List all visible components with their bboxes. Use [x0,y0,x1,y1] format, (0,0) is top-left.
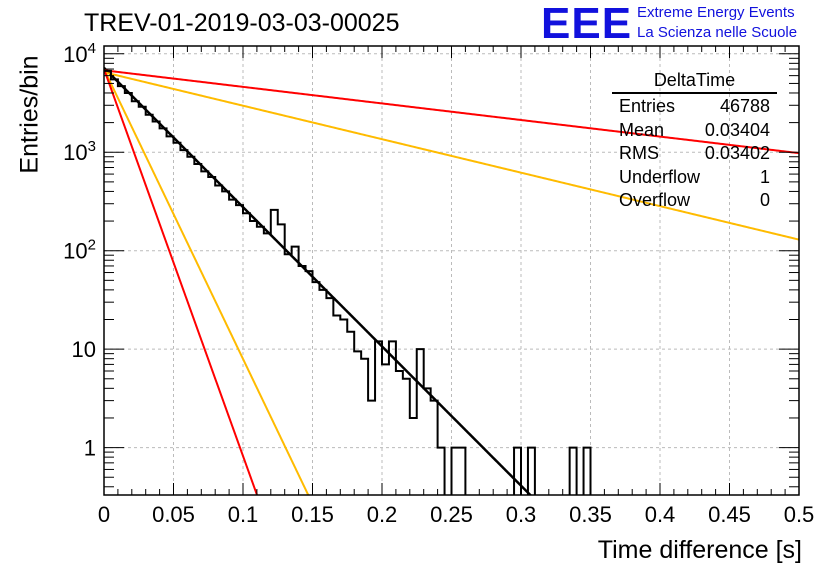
fit-curves [104,66,799,495]
logo-line-2: La Scienza nelle Scuole [637,24,798,41]
y-tick-label: 103 [63,138,96,165]
x-tick-label: 0 [98,502,110,527]
logo-caption: Extreme Energy Events La Scienza nelle S… [637,3,797,43]
stats-box: DeltaTime Entries 46788 Mean 0.03404 RMS 0.… [612,70,777,213]
stats-label: Mean [619,119,665,140]
y-tick-labels: 1 10 102 103 104 [63,40,96,461]
x-tick-label: 0.35 [569,502,612,527]
x-tick-label: 0.1 [228,502,259,527]
x-tick-label: 0.45 [708,502,751,527]
y-tick-label: 104 [63,40,96,67]
x-tick-label: 0.15 [291,502,334,527]
stats-value: 1 [759,166,770,187]
x-tick-labels: 0 0.05 0.1 0.15 0.2 0.25 0.3 0.35 0.4 0.45 0.5 [98,502,814,527]
stats-row: Underflow 1 [612,166,777,190]
stats-value: 0 [759,190,770,210]
x-tick-label: 0.4 [645,502,676,527]
stats-row: Mean 0.03404 [612,119,777,143]
stats-label: Underflow [619,166,701,187]
x-tick-label: 0.3 [506,502,537,527]
stats-title: DeltaTime [612,70,777,94]
stats-value: 0.03402 [704,143,770,163]
stats-label: Entries [619,96,676,116]
fit-curve [104,68,310,495]
stats-row: Overflow 0 [612,189,777,213]
stats-value: 0.03404 [704,119,770,140]
histogram-outline [104,69,592,495]
stats-label: RMS [619,143,659,163]
x-tick-label: 0.5 [784,502,815,527]
fit-curve [104,69,799,155]
x-tick-label: 0.05 [152,502,195,527]
stats-value: 46788 [719,96,770,116]
histogram [104,69,592,495]
fit-curve [104,71,799,241]
stats-label: Overflow [619,190,691,210]
y-axis-label: Entries/bin [15,55,44,174]
logo-line-1: Extreme Energy Events [637,4,795,21]
fit-curve [104,68,259,495]
y-tick-label: 102 [63,237,96,264]
axis-ticks [103,46,800,495]
eee-logo: EEE [541,0,633,48]
stats-row: RMS 0.03402 [612,142,777,166]
y-tick-label: 1 [84,436,96,461]
y-tick-label: 10 [72,337,96,362]
x-axis-label: Time difference [s] [597,536,802,564]
stats-row: Entries 46788 [612,95,777,119]
x-tick-label: 0.2 [367,502,398,527]
x-tick-label: 0.25 [430,502,473,527]
chart-title: TREV-01-2019-03-03-00025 [84,9,400,37]
